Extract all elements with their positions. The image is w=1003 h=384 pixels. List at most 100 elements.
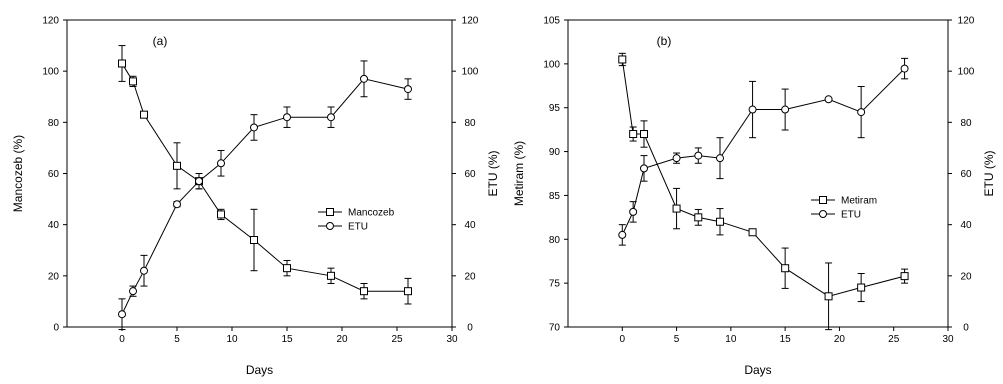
x-tick-label: 5 [674,334,680,345]
y2-tick-label: 100 [958,67,975,78]
legend-label: ETU [348,222,368,233]
y2-tick-label: 80 [464,118,476,129]
data-point-square [694,213,703,222]
data-point-square [618,55,627,64]
y2-tick-label: 80 [960,118,972,129]
y-tick-label: 75 [549,279,561,290]
x-tick-label: 5 [174,334,180,345]
y-tick-label: 100 [42,67,59,78]
data-point-circle [781,105,790,114]
legend-marker-circle [326,222,334,230]
series-metiram [618,52,909,331]
x-tick-label: 20 [336,334,348,345]
chart-panel-2: 0 5 10 15 20 25 30 70 75 80 85 90 95 100 105 0 20 40 60 80 1… [512,16,996,378]
data-point-square [404,287,412,296]
y2-tick-label: 20 [464,271,476,282]
y2-tick-label: 100 [462,67,479,78]
series-etu [118,60,412,331]
series-line [621,68,905,236]
y2-tick-label: 0 [467,323,473,334]
panel-label: (b) [657,34,672,48]
y-tick-label: 120 [42,16,59,27]
data-point-square [824,292,833,301]
x-tick-label: 15 [780,334,792,345]
data-point-square [360,287,368,296]
series-etu [618,57,909,246]
x-tick-label: 25 [391,334,403,345]
y2-tick-label: 20 [960,271,972,282]
y2-tick-label: 40 [464,220,476,231]
data-point-square [629,130,638,139]
y2-tick-label: 40 [960,220,972,231]
data-point-circle [283,113,291,122]
y-tick-label: 60 [48,169,60,180]
x-tick-label: 10 [725,334,737,345]
y2-tick-label: 60 [464,169,476,180]
data-point-square [327,271,335,280]
x-tick-label: 15 [281,334,293,345]
data-point-square [748,228,757,237]
data-point-circle [716,154,724,163]
y-tick-label: 95 [549,103,561,114]
x-tick-label: 30 [446,334,458,345]
legend: Metiram ETU [811,196,877,221]
y-tick-label: 80 [48,118,60,129]
y-tick-label: 85 [549,191,561,202]
data-point-square [173,161,181,170]
series-line [621,59,905,297]
y-tick-label: 105 [543,16,560,27]
data-point-circle [748,105,757,114]
legend: Mancozeb ETU [318,208,395,233]
data-point-square [129,77,137,86]
legend-marker-square [326,208,334,216]
x-tick-label: 20 [834,334,846,345]
data-point-circle [360,74,368,83]
data-point-circle [129,287,137,296]
data-point-square [140,110,148,119]
y2-tick-label: 60 [960,169,972,180]
y-tick-label: 20 [48,271,60,282]
y-tick-label: 80 [549,235,561,246]
data-point-square [250,236,258,245]
x-tick-label: 0 [119,334,125,345]
y2-tick-label: 0 [963,323,969,334]
data-point-circle [629,207,638,216]
y2-axis-label: ETU (%) [486,151,500,197]
data-point-circle [900,64,909,73]
y-tick-label: 90 [549,147,561,158]
y-tick-label: 70 [549,323,561,334]
data-point-square [672,204,681,213]
x-axis-label: Days [246,363,273,377]
legend-marker-square [819,196,827,204]
data-point-circle [118,310,126,319]
y-tick-label: 0 [53,323,59,334]
y-axis-label: Metiram (%) [512,141,526,206]
data-point-square [857,283,866,292]
data-point-circle [618,230,627,239]
series-line [121,78,409,315]
x-tick-label: 0 [620,334,626,345]
data-point-circle [173,200,181,209]
data-point-square [217,210,225,219]
data-point-circle [857,108,866,117]
x-axis-label: Days [744,363,771,377]
data-point-circle [327,113,335,122]
data-point-square [716,217,724,226]
data-point-circle [694,151,703,160]
y-tick-label: 100 [543,59,560,70]
panel-label: (a) [153,34,168,48]
y2-tick-label: 120 [462,16,479,27]
y2-tick-label: 120 [958,16,975,27]
series-mancozeb [118,45,412,305]
x-tick-label: 30 [942,334,954,345]
data-point-circle [250,123,258,132]
data-point-circle [824,95,833,104]
legend-marker-circle [819,210,827,218]
x-tick-label: 10 [226,334,238,345]
legend-label: Metiram [841,196,877,207]
chart-panel-1: 0 5 10 15 20 25 30 0 20 40 60 80 100 120 0 20 40 60 80 100 1… [11,16,500,378]
legend-label: ETU [841,210,861,221]
data-point-square [900,272,909,281]
